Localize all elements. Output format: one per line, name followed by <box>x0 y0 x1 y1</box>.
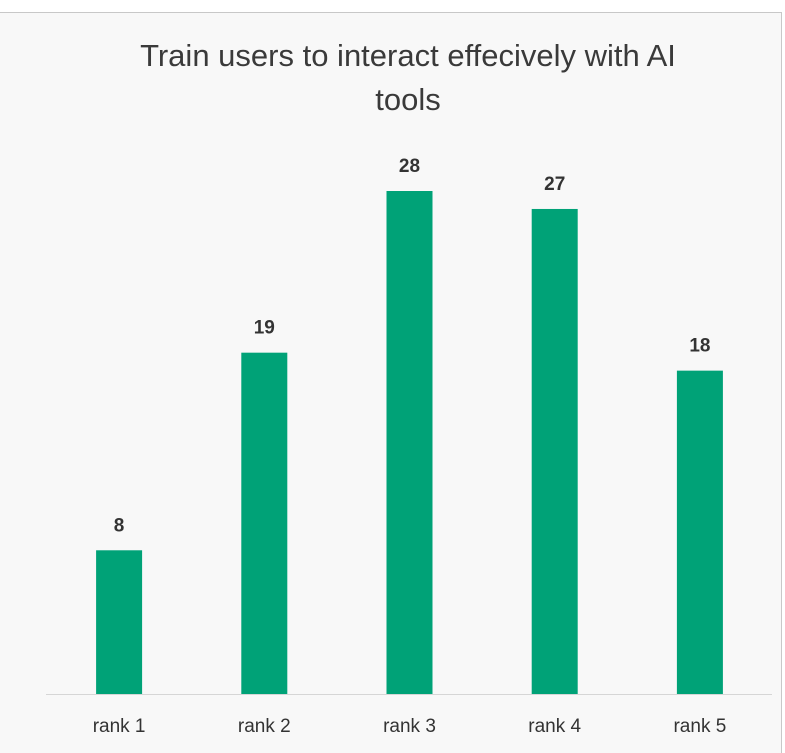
x-tick-label: rank 4 <box>528 716 581 737</box>
bar <box>676 370 723 694</box>
x-tick-label: rank 5 <box>673 716 726 737</box>
x-tick-label: rank 1 <box>93 716 146 737</box>
bar <box>386 191 433 694</box>
bar <box>96 550 143 694</box>
data-label: 27 <box>544 174 565 195</box>
data-label: 8 <box>114 515 125 536</box>
bar <box>531 208 578 694</box>
data-label: 19 <box>254 318 275 339</box>
x-tick-label: rank 3 <box>383 716 436 737</box>
x-tick-label: rank 2 <box>238 716 291 737</box>
bar <box>241 352 288 694</box>
data-label: 18 <box>689 336 710 357</box>
chart-title: Train users to interact effecively with … <box>140 38 676 117</box>
data-label: 28 <box>399 156 420 177</box>
